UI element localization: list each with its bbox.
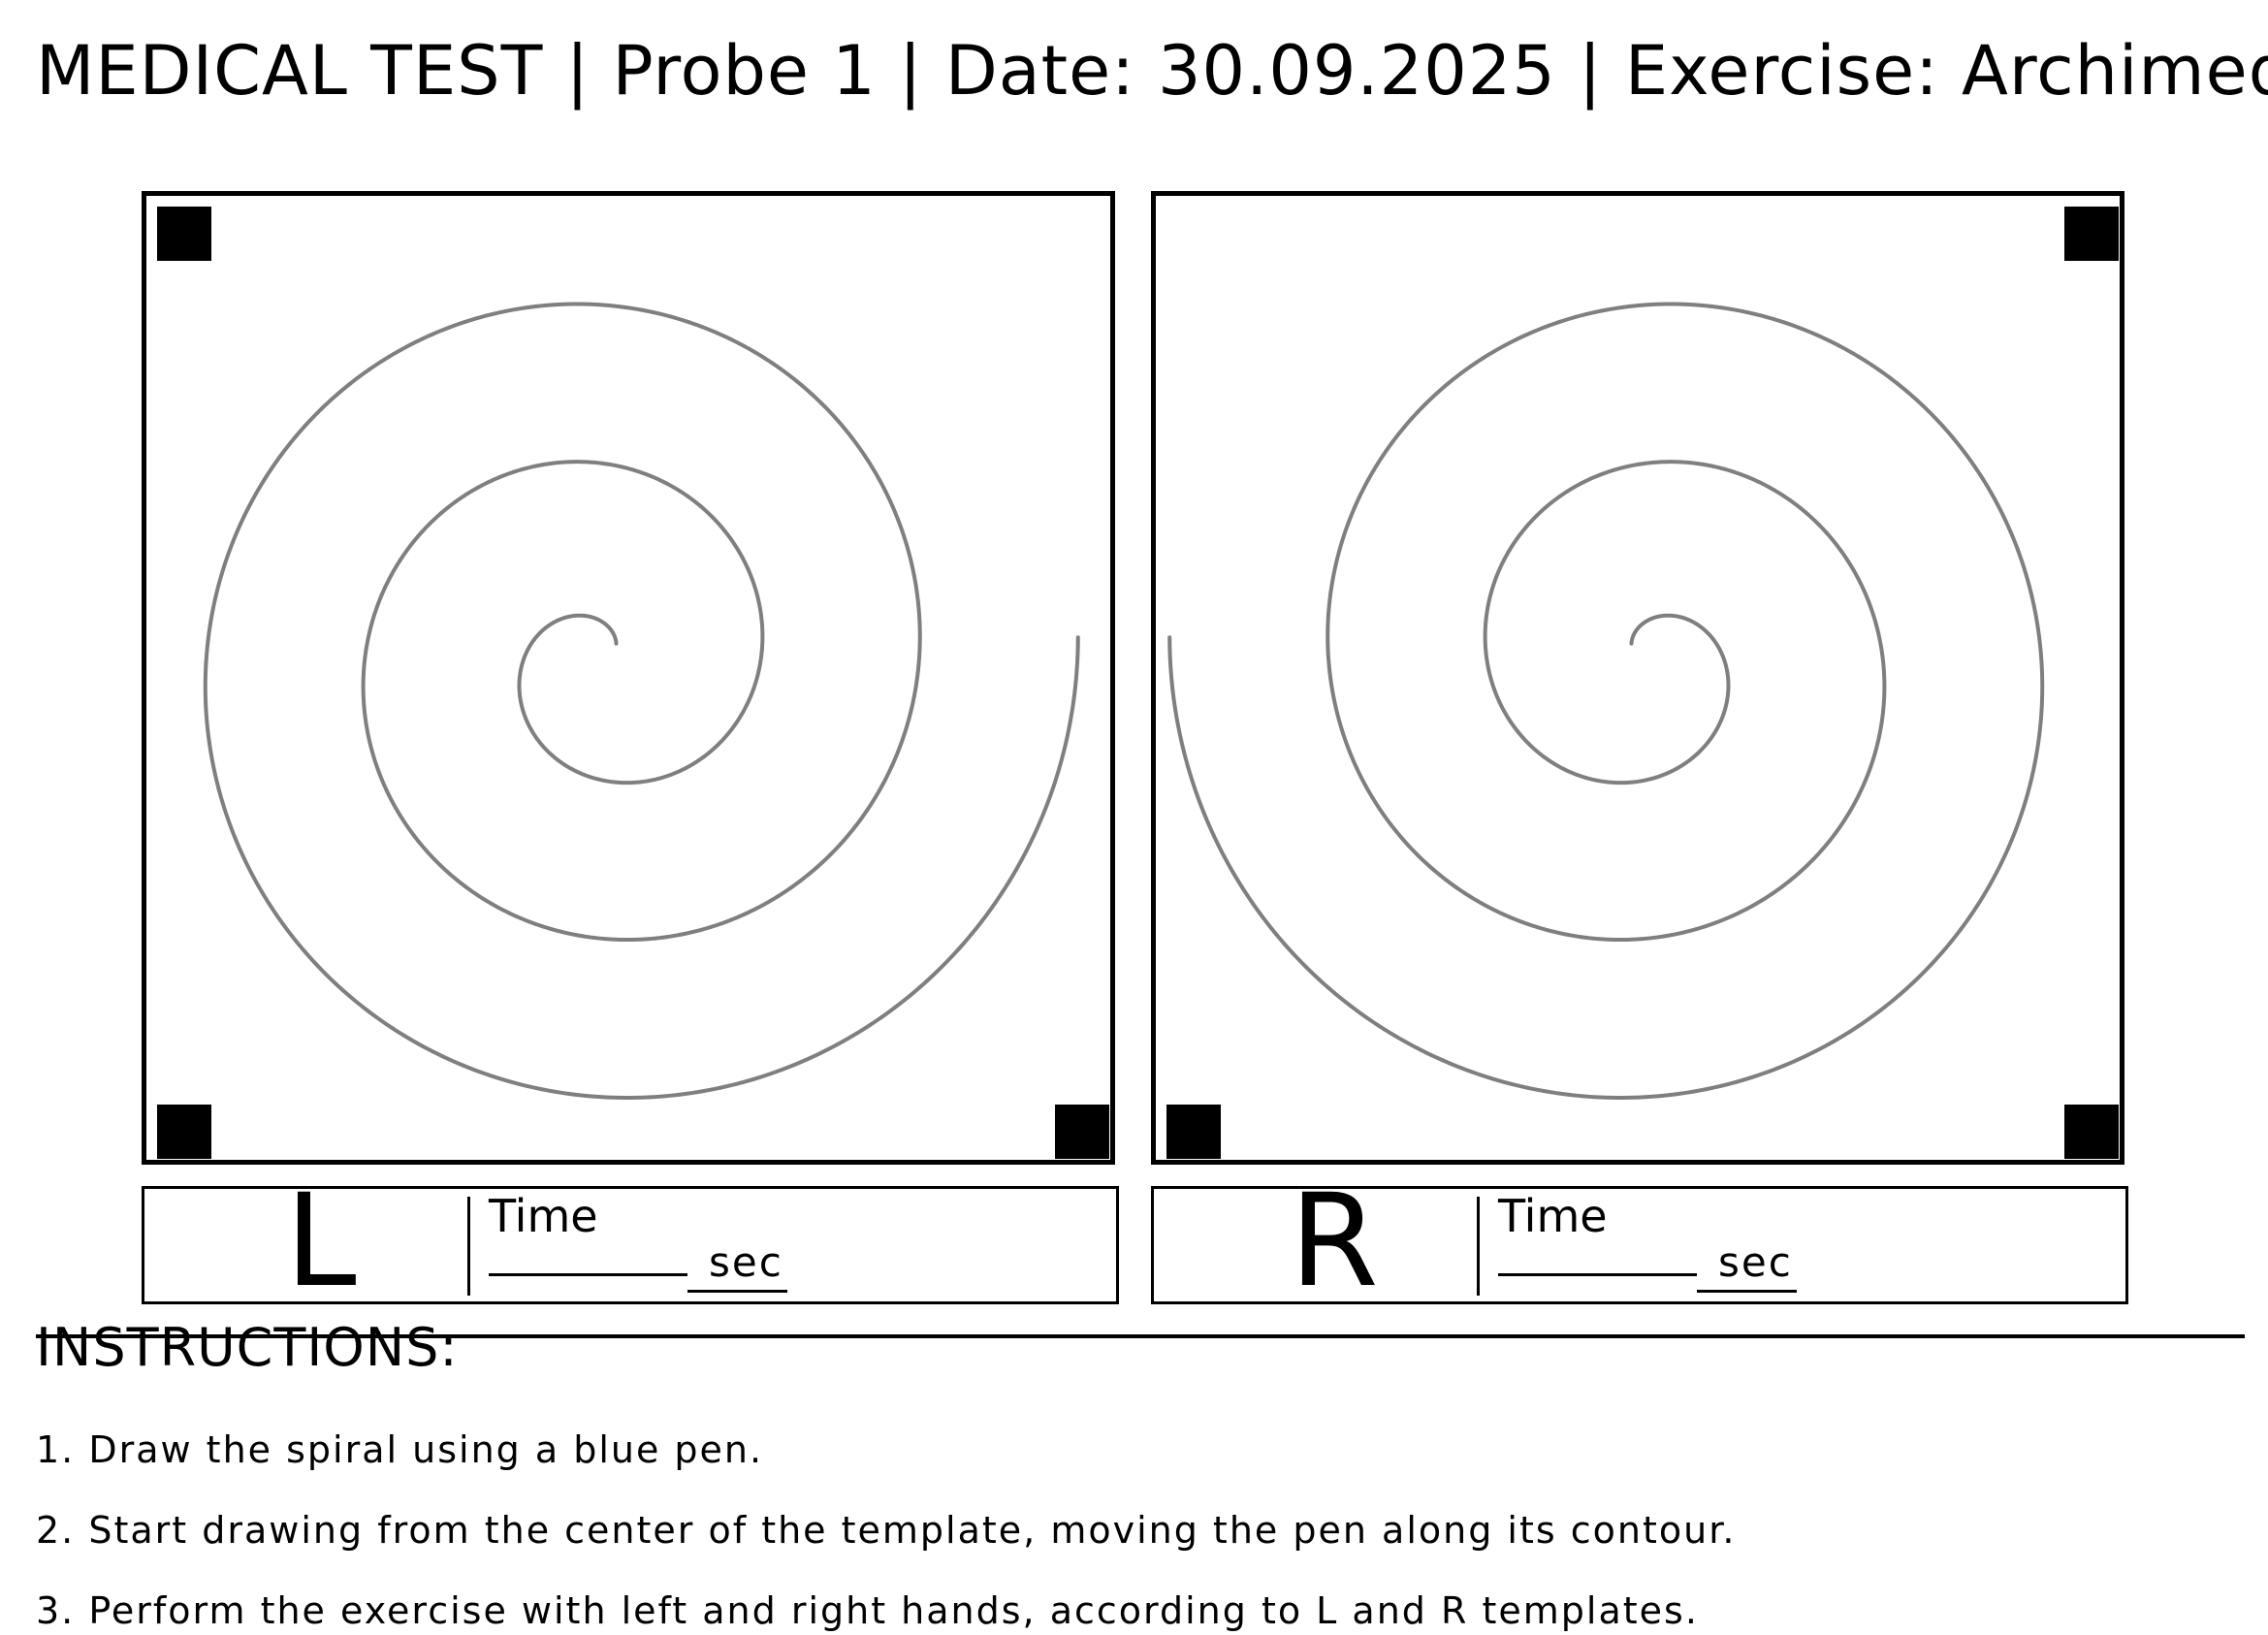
instructions-heading: INSTRUCTIONS: [36,1317,459,1378]
instruction-item: 3. Perform the exercise with left and ri… [36,1589,1699,1632]
corner-marker-bottom-right [2064,1105,2119,1159]
time-blank: ________ [489,1240,687,1276]
hand-label-left: L [285,1167,357,1316]
section-divider [36,1334,2245,1338]
archimedes-spiral-left [203,302,1080,1100]
corner-marker-bottom-left [1166,1105,1221,1159]
corner-marker-top-right [2064,207,2119,261]
page-title: MEDICAL TEST | Probe 1 | Date: 30.09.202… [36,31,2268,111]
time-unit: sec [687,1235,787,1293]
time-label: Time [489,1190,598,1242]
spiral-template-left[interactable] [142,191,1115,1165]
spiral-template-right[interactable] [1151,191,2124,1165]
time-blank: ________ [1498,1240,1697,1276]
time-divider [1477,1197,1480,1296]
time-label: Time [1498,1190,1608,1242]
time-entry-field-left[interactable]: ________sec [489,1235,787,1293]
corner-marker-bottom-right [1055,1105,1109,1159]
time-entry-field-right[interactable]: ________sec [1498,1235,1797,1293]
corner-marker-top-left [157,207,211,261]
time-unit: sec [1697,1235,1797,1293]
instruction-item: 2. Start drawing from the center of the … [36,1509,1737,1552]
time-box-right: R Time ________sec [1151,1173,2128,1309]
hand-label-right: R [1290,1167,1379,1316]
time-divider [467,1197,470,1296]
instruction-item: 1. Draw the spiral using a blue pen. [36,1428,764,1471]
corner-marker-bottom-left [157,1105,211,1159]
time-box-left: L Time ________sec [142,1173,1119,1309]
archimedes-spiral-right [1167,302,2045,1100]
